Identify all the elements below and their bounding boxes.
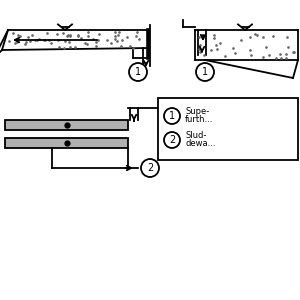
Circle shape [141,159,159,177]
Bar [5,138,128,148]
Bar [158,98,298,160]
Text: 1: 1 [169,111,175,121]
Text: furth...: furth... [185,116,213,124]
Text: Supe-: Supe- [185,106,209,116]
Circle shape [164,132,180,148]
Text: 1: 1 [135,67,141,77]
Text: Slud-: Slud- [185,130,206,140]
Text: dewa...: dewa... [185,140,215,148]
Bar [5,120,128,130]
Text: 2: 2 [169,135,175,145]
Circle shape [196,63,214,81]
Circle shape [129,63,147,81]
Text: 2: 2 [147,163,153,173]
Text: 1: 1 [202,67,208,77]
Circle shape [164,108,180,124]
